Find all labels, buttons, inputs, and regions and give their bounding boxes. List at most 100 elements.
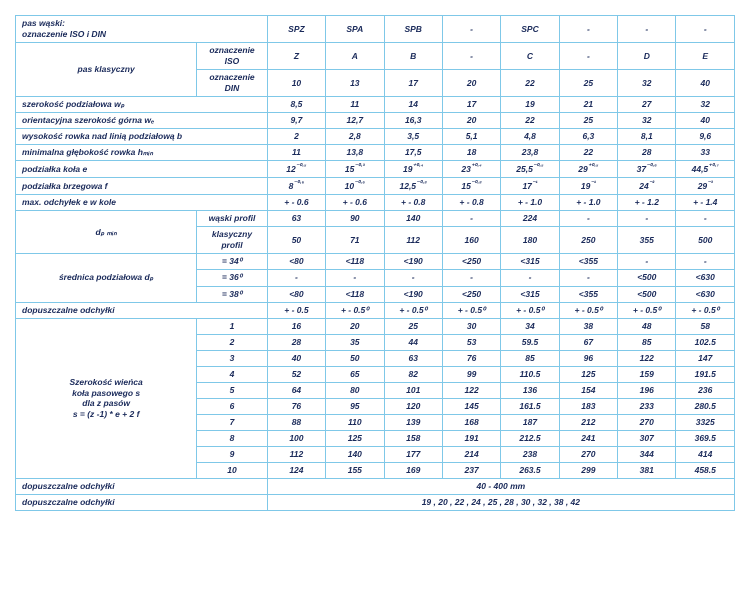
- cell: 90: [326, 211, 384, 227]
- row-label: minimalna głębokość rowka hₘᵢₙ: [16, 145, 268, 161]
- cell: 32: [618, 70, 676, 97]
- cell: 76: [267, 398, 325, 414]
- cell: <315: [501, 254, 559, 270]
- cell: B: [384, 43, 442, 70]
- cell: 71: [326, 227, 384, 254]
- cell: <250: [442, 286, 500, 302]
- cell: -: [442, 270, 500, 286]
- cell: 8,1: [618, 129, 676, 145]
- cell: 21: [559, 97, 617, 113]
- cell: 124: [267, 463, 325, 479]
- cell: 63: [384, 350, 442, 366]
- cell: 19⁺⁰·⁴: [384, 161, 442, 178]
- cell: A: [326, 43, 384, 70]
- col-hdr: -: [618, 16, 676, 43]
- cell: 183: [559, 398, 617, 414]
- cell: 160: [442, 227, 500, 254]
- cell: 53: [442, 334, 500, 350]
- row-dp-min: dₚ ₘᵢₙ: [16, 211, 197, 254]
- cell: <118: [326, 286, 384, 302]
- cell: 25: [384, 318, 442, 334]
- cell: 187: [501, 414, 559, 430]
- cell: 52: [267, 366, 325, 382]
- cell: 2: [267, 129, 325, 145]
- row-dop-odch: dopuszczalne odchyłki: [16, 302, 268, 318]
- col-hdr: -: [559, 16, 617, 43]
- cell: 13: [326, 70, 384, 97]
- cell: 155: [326, 463, 384, 479]
- cell: 28: [267, 334, 325, 350]
- cell: 19: [501, 97, 559, 113]
- cell-40-400: 40 - 400 mm: [267, 479, 734, 495]
- col-hdr: -: [442, 16, 500, 43]
- idx: 3: [197, 350, 267, 366]
- col-hdr: SPC: [501, 16, 559, 43]
- cell: 82: [384, 366, 442, 382]
- cell: 307: [618, 430, 676, 446]
- cell: + - 0.5⁰: [442, 302, 500, 318]
- cell: -: [618, 211, 676, 227]
- row-a34: = 34⁰: [197, 254, 267, 270]
- cell: 140: [384, 211, 442, 227]
- cell: 76: [442, 350, 500, 366]
- idx: 7: [197, 414, 267, 430]
- cell: 120: [384, 398, 442, 414]
- cell: 48: [618, 318, 676, 334]
- cell: 85: [501, 350, 559, 366]
- cell: -: [559, 211, 617, 227]
- cell: 11: [267, 145, 325, 161]
- belt-pulley-spec-table: pas wąski:oznaczenie ISO i DINSPZSPASPB-…: [15, 15, 735, 511]
- cell: 16: [267, 318, 325, 334]
- cell: -: [384, 270, 442, 286]
- cell: 18: [442, 145, 500, 161]
- cell: 20: [442, 70, 500, 97]
- idx: 2: [197, 334, 267, 350]
- cell: 63: [267, 211, 325, 227]
- cell: + - 0.5⁰: [501, 302, 559, 318]
- cell: + - 1.0: [559, 195, 617, 211]
- cell: 44,5⁺⁰·⁷: [676, 161, 735, 178]
- idx: 9: [197, 446, 267, 462]
- cell: + - 1.0: [501, 195, 559, 211]
- cell: 15⁻⁰·⁸: [442, 178, 500, 195]
- cell: 29⁻³: [676, 178, 735, 195]
- cell: <500: [618, 286, 676, 302]
- row-waski: wąski profil: [197, 211, 267, 227]
- cell-list: 19 , 20 , 22 , 24 , 25 , 28 , 30 , 32 , …: [267, 495, 734, 511]
- cell: 299: [559, 463, 617, 479]
- cell: 29⁺⁰·⁵: [559, 161, 617, 178]
- cell: 30: [442, 318, 500, 334]
- cell: 17: [442, 97, 500, 113]
- cell: 25: [559, 113, 617, 129]
- cell: + - 0.5⁰: [618, 302, 676, 318]
- hdr-ozn-iso: oznaczenieISO: [197, 43, 267, 70]
- cell: 24⁻²: [618, 178, 676, 195]
- cell: 355: [618, 227, 676, 254]
- cell: 161.5: [501, 398, 559, 414]
- cell: 20: [326, 318, 384, 334]
- cell: + - 0.6: [267, 195, 325, 211]
- idx: 1: [197, 318, 267, 334]
- row-a38: = 38⁰: [197, 286, 267, 302]
- cell: 14: [384, 97, 442, 113]
- cell: 37⁻⁰·⁶: [618, 161, 676, 178]
- cell: 15⁻⁰·³: [326, 161, 384, 178]
- cell: 32: [676, 97, 735, 113]
- cell: 23,8: [501, 145, 559, 161]
- cell: 212: [559, 414, 617, 430]
- cell: 10⁻⁰·⁶: [326, 178, 384, 195]
- cell: 110: [326, 414, 384, 430]
- cell: 23⁺⁰·⁴: [442, 161, 500, 178]
- cell: 147: [676, 350, 735, 366]
- cell: + - 0.5⁰: [384, 302, 442, 318]
- cell: 212.5: [501, 430, 559, 446]
- cell: 500: [676, 227, 735, 254]
- col-hdr: SPA: [326, 16, 384, 43]
- cell: 11: [326, 97, 384, 113]
- hdr-ozn-din: oznaczenieDIN: [197, 70, 267, 97]
- row-label: podziałka brzegowa f: [16, 178, 268, 195]
- cell: 191: [442, 430, 500, 446]
- cell: 236: [676, 382, 735, 398]
- cell: <250: [442, 254, 500, 270]
- idx: 10: [197, 463, 267, 479]
